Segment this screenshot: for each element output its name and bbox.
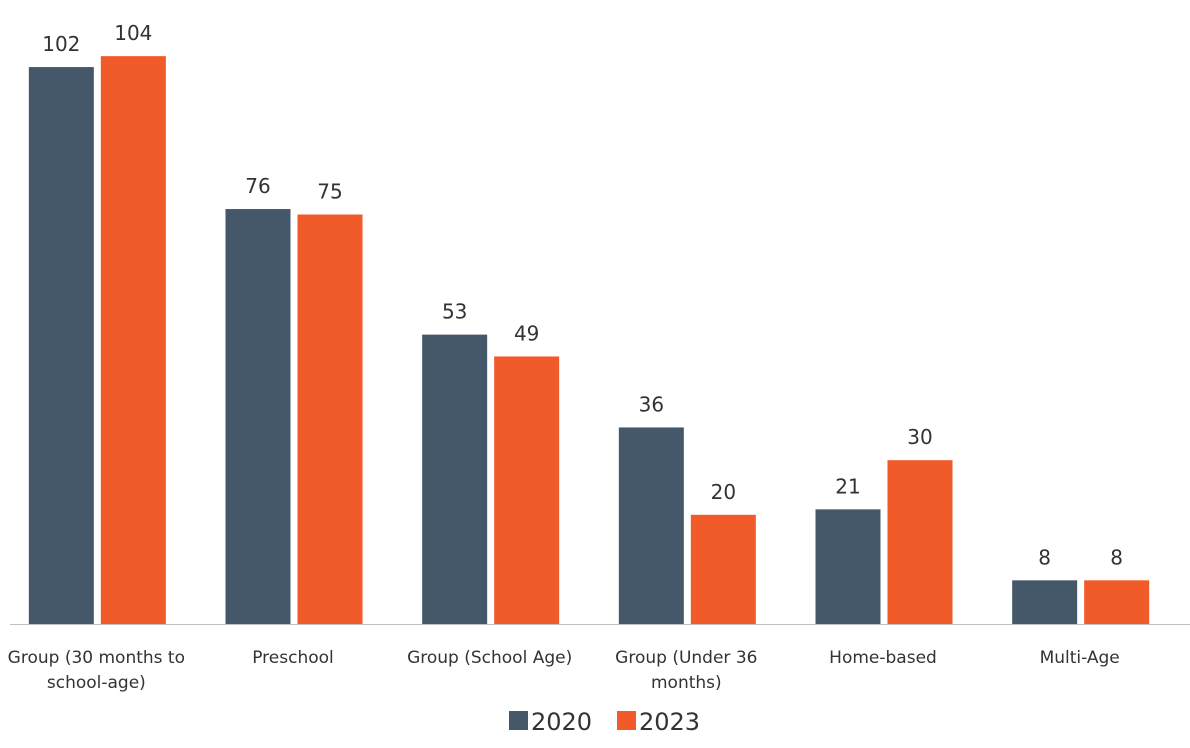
bar-2023-4 bbox=[887, 460, 953, 624]
category-label-3-line-0: Group (Under 36 bbox=[615, 648, 757, 668]
data-label-2023-4: 30 bbox=[907, 425, 932, 449]
bar-2020-2 bbox=[422, 334, 488, 624]
bars-layer bbox=[28, 56, 1150, 625]
data-labels-layer: 102 104 76 75 53 49 36 20 21 30 8 8 bbox=[42, 21, 1123, 569]
legend-label-2020: 2020 bbox=[531, 708, 592, 736]
bar-2023-5 bbox=[1084, 580, 1150, 624]
bar-2020-5 bbox=[1012, 580, 1078, 624]
data-label-2020-0: 102 bbox=[42, 32, 80, 56]
category-labels-layer: Group (30 months to school-age) Preschool G… bbox=[8, 648, 1120, 693]
bar-2023-1 bbox=[297, 214, 363, 624]
category-label-3-line-1: months) bbox=[651, 673, 722, 693]
legend-label-2023: 2023 bbox=[639, 708, 700, 736]
data-label-2023-5: 8 bbox=[1110, 545, 1123, 569]
category-label-2-line-0: Group (School Age) bbox=[407, 648, 572, 668]
legend-swatch-2020 bbox=[509, 711, 528, 730]
data-label-2023-2: 49 bbox=[514, 321, 539, 345]
category-label-4-line-0: Home-based bbox=[829, 648, 937, 668]
bar-2020-3 bbox=[618, 427, 684, 624]
bar-2023-3 bbox=[690, 514, 756, 624]
bar-2023-0 bbox=[100, 56, 166, 625]
bar-2020-0 bbox=[28, 67, 94, 624]
category-label-0-line-1: school-age) bbox=[47, 673, 146, 693]
category-label-5-line-0: Multi-Age bbox=[1040, 648, 1120, 668]
data-label-2020-1: 76 bbox=[245, 174, 270, 198]
data-label-2023-0: 104 bbox=[114, 21, 152, 45]
legend-swatch-2023 bbox=[617, 711, 636, 730]
bar-2023-2 bbox=[494, 356, 560, 624]
category-label-0-line-0: Group (30 months to bbox=[8, 648, 185, 668]
bar-2020-1 bbox=[225, 209, 291, 625]
data-label-2023-1: 75 bbox=[317, 180, 342, 204]
bar-2020-4 bbox=[815, 509, 881, 624]
data-label-2020-4: 21 bbox=[835, 474, 860, 498]
data-label-2023-3: 20 bbox=[711, 480, 736, 504]
category-label-1-line-0: Preschool bbox=[252, 648, 334, 668]
data-label-2020-3: 36 bbox=[639, 392, 664, 416]
legend: 2020 2023 bbox=[509, 708, 700, 736]
data-label-2020-5: 8 bbox=[1038, 545, 1051, 569]
data-label-2020-2: 53 bbox=[442, 300, 467, 324]
